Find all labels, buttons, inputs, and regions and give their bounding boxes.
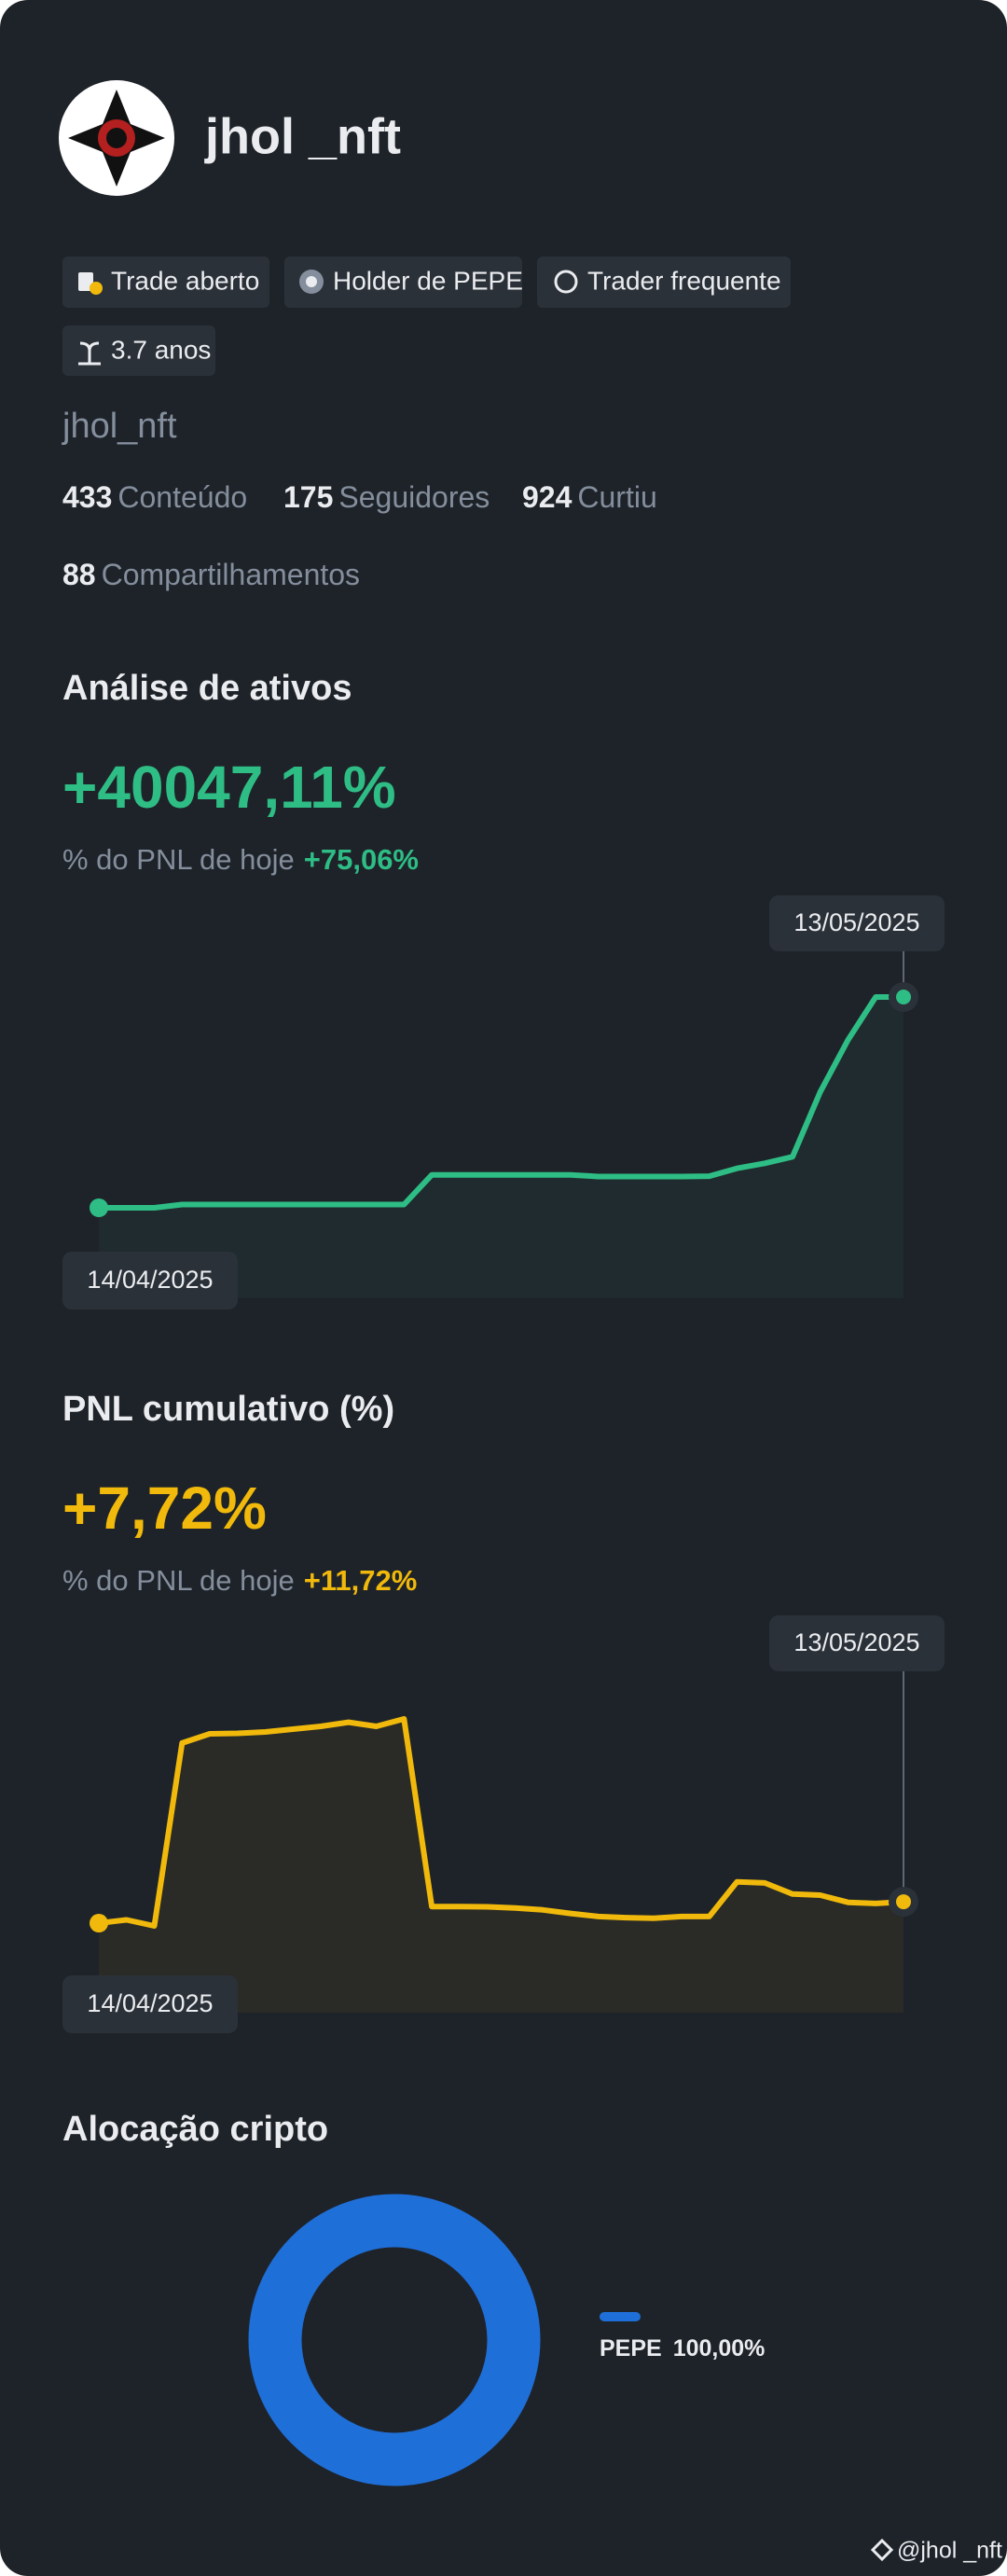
line — [96, 1716, 906, 1929]
end-point — [896, 1894, 911, 1910]
stat-value: 88 — [62, 558, 96, 591]
x-tick-label: 13/05/2025 — [793, 1628, 919, 1656]
stat-value: 175 — [283, 480, 333, 514]
date-tooltip — [769, 895, 945, 951]
today-pnl: % do PNL de hoje +75,06% — [62, 843, 419, 876]
watermark: @jhol _nft — [870, 2538, 1002, 2564]
stat-label: Conteúdo — [117, 480, 247, 514]
today-value: +11,72% — [304, 1564, 418, 1597]
badge-label: Holder de PEPE — [333, 266, 523, 295]
headline-value: +40047,11% — [62, 754, 396, 821]
badge — [537, 256, 791, 308]
stat: 433 Conteúdo — [62, 480, 247, 514]
x-tick-label: 14/04/2025 — [87, 1989, 213, 2017]
stat-value: 433 — [62, 480, 112, 514]
donut-segment — [248, 2194, 541, 2486]
badge — [62, 256, 269, 308]
headline-value: +7,72% — [62, 1475, 267, 1542]
today-label: % do PNL de hoje — [62, 843, 295, 876]
date-tooltip — [62, 1975, 238, 2033]
legend-swatch — [600, 2312, 641, 2321]
stat: 924 Curtiu — [522, 480, 657, 514]
badge-icon — [306, 276, 317, 287]
badge — [284, 256, 522, 308]
area — [99, 997, 904, 1298]
avatar — [59, 80, 174, 196]
stat: 175 Seguidores — [283, 480, 490, 514]
today-value: +75,06% — [304, 843, 419, 876]
section-title: Alocação cripto — [62, 2110, 328, 2149]
profile-name: jhol _nft — [204, 108, 401, 164]
date-tooltip — [62, 1252, 238, 1309]
line — [96, 994, 906, 1211]
badge-label: 3.7 anos — [111, 335, 211, 364]
username: jhol_nft — [62, 407, 177, 446]
stat: 88 Compartilhamentos — [62, 558, 360, 591]
stat-label: Seguidores — [338, 480, 490, 514]
start-point — [90, 1198, 108, 1217]
legend-value: 100,00% — [673, 2335, 766, 2361]
x-tick-label: 14/04/2025 — [87, 1266, 213, 1294]
area — [99, 1719, 904, 2013]
today-pnl: % do PNL de hoje +11,72% — [62, 1564, 417, 1597]
badge-label: Trader frequente — [587, 266, 781, 295]
badges: Trade aberto Holder de PEPE Trader frequ… — [62, 256, 791, 376]
section-title: PNL cumulativo (%) — [62, 1390, 394, 1429]
footer-text: @jhol _nft — [897, 2538, 1002, 2564]
legend-entry: PEPE 100,00% — [600, 2335, 765, 2361]
stat-label: Curtiu — [577, 480, 656, 514]
badge-label: Trade aberto — [111, 266, 259, 295]
section-title: Análise de ativos — [62, 669, 352, 708]
stat-label: Compartilhamentos — [102, 558, 360, 591]
date-tooltip — [769, 1615, 945, 1671]
badge-icon — [554, 270, 578, 294]
legend-name: PEPE — [600, 2335, 662, 2361]
start-point — [90, 1914, 108, 1933]
x-tick-label: 13/05/2025 — [793, 908, 919, 936]
today-label: % do PNL de hoje — [62, 1564, 295, 1597]
badge-icon — [90, 282, 103, 295]
badge-icon — [78, 272, 93, 291]
end-point — [896, 990, 911, 1004]
stat-value: 924 — [522, 480, 572, 514]
badge-icon — [78, 341, 101, 366]
